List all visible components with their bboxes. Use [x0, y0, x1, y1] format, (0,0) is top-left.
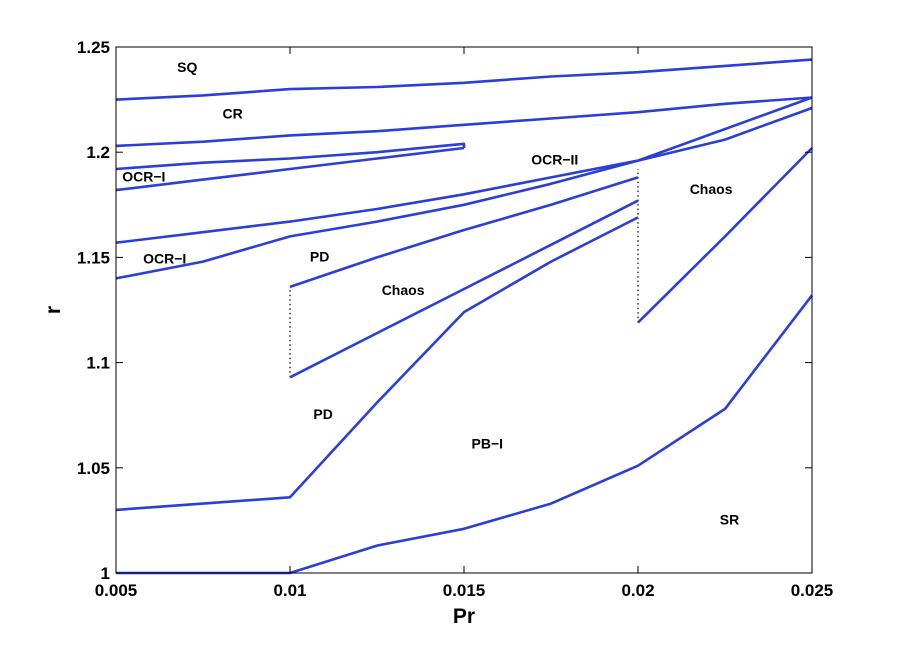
region-label: CR: [222, 105, 242, 121]
boundary-line-7: [637, 96, 813, 162]
y-tick-label: 1.25: [77, 38, 110, 57]
region-label: OCR−II: [531, 152, 578, 168]
x-tick-label: 0.005: [95, 581, 138, 600]
x-tick-label: 0.01: [273, 581, 306, 600]
y-tick-label: 1.2: [86, 143, 110, 162]
x-tick-label: 0.02: [621, 581, 654, 600]
axis-ticks: [115, 46, 813, 574]
region-label: SR: [720, 511, 739, 527]
axis-tick-labels: 0.005 0.01 0.015 0.02 0.025 1 1.05 1.1 1.15 1.2 1.…: [77, 38, 833, 600]
boundary-line-3: [115, 142, 466, 171]
boundary-line-1: [115, 58, 813, 101]
y-axis-label: r: [42, 306, 65, 314]
region-label: Chaos: [382, 282, 425, 298]
boundary-line-5: [115, 106, 813, 244]
boundary-line-4: [115, 146, 465, 192]
y-tick-label: 1: [101, 564, 110, 583]
x-tick-label: 0.015: [443, 581, 486, 600]
region-label: SQ: [177, 59, 197, 75]
x-axis-label: Pr: [453, 605, 475, 628]
x-tick-label: 0.025: [791, 581, 834, 600]
boundary-line-2: [115, 96, 813, 148]
region-label: PD: [310, 248, 329, 264]
region-annotations: SQ CR OCR−I OCR−II Chaos OCR−I PD Chaos PD PB−I SR: [122, 59, 739, 527]
boundary-line-10: [115, 216, 639, 512]
region-label: PD: [313, 406, 332, 422]
y-tick-label: 1.05: [77, 459, 110, 478]
boundary-line-9: [289, 199, 639, 379]
region-label: OCR−I: [143, 251, 186, 267]
y-tick-label: 1.15: [77, 248, 110, 267]
boundary-line-8: [289, 176, 639, 289]
region-label: OCR−I: [122, 168, 165, 184]
region-label: PB−I: [472, 436, 504, 452]
plot-area: [115, 58, 814, 575]
boundary-line-6: [115, 159, 639, 280]
boundary-line-11: [637, 147, 813, 324]
region-label: Chaos: [690, 181, 733, 197]
y-tick-label: 1.1: [86, 354, 110, 373]
